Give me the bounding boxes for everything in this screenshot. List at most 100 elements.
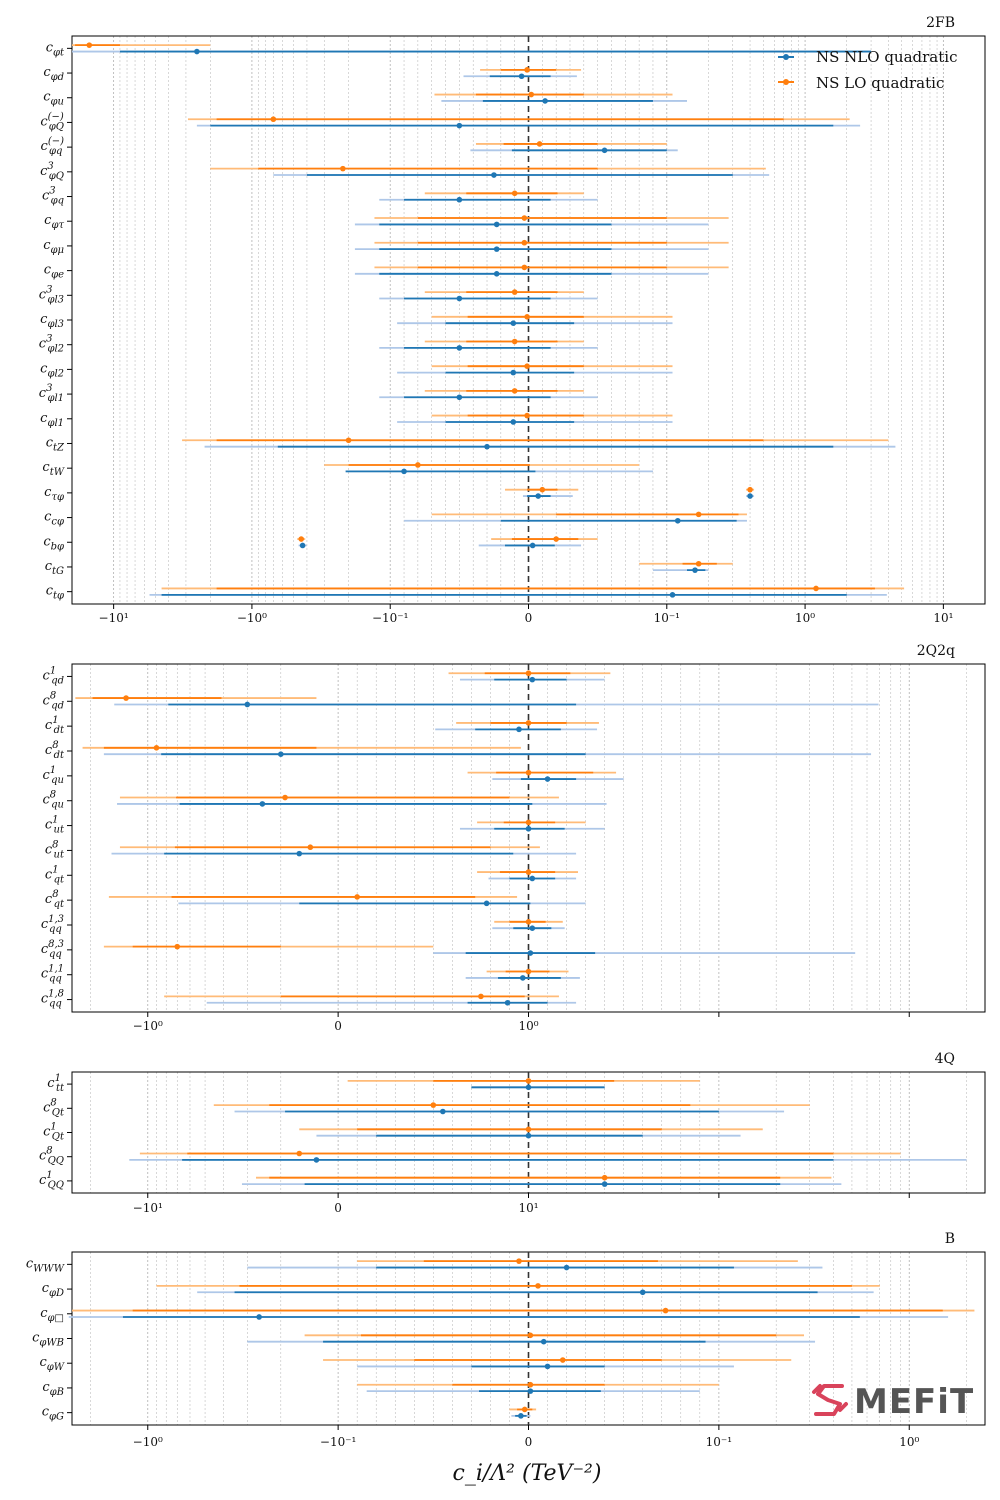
y-tick-label: cφu [43,90,64,108]
nlo-central-point [525,825,532,832]
coefficient-row: c1 qd [43,665,611,686]
x-tick-label: 10⁰ [795,611,815,625]
smefit-logo: MEFiT [812,1382,974,1422]
lo-central-point [430,1102,437,1108]
coefficient-row: c1 QQ [39,1170,842,1191]
y-tick-label: cφe [44,263,64,281]
legend-entry-nlo: NS NLO quadratic [778,48,957,66]
nlo-central-point [527,1388,534,1394]
panel-2q2q: 2Q2q −10⁰ 0 10⁰ c1 qd c8 qd c1 dt c8 dt c1 qu c8 qu c1 ut… [41,643,986,1033]
lo-central-point [662,1307,669,1314]
lo-central-point [525,1126,532,1133]
nlo-central-point [525,1084,532,1091]
lo-central-point [695,511,702,518]
y-tick-label: c8 qd [43,690,64,711]
coefficient-row: c1 qt [45,864,578,885]
nlo-central-point [563,1264,570,1271]
coefficient-row: c8 QQ [39,1146,967,1167]
lo-central-point [695,560,702,567]
lo-central-point [521,215,528,221]
coefficient-row: c8 dt [45,740,872,761]
nlo-central-point [529,542,536,549]
lo-central-point [536,141,543,147]
nlo-central-point [516,726,522,733]
coefficient-row: cφu [43,90,687,108]
y-tick-label: cφB [42,1380,64,1398]
y-tick-label: c8,3 qq [41,939,64,960]
y-tick-label: c1 dt [45,715,65,736]
lo-central-point [525,869,532,875]
nlo-central-point [194,48,200,55]
coefficient-row: cφt [46,40,872,58]
lo-central-point [511,388,518,394]
coefficient-row: c1,1 qq [41,964,580,985]
lo-central-point [539,486,546,493]
panel-2fb: 2FB −10¹ −10⁰ −10⁻¹ 0 10⁻¹ 10⁰ 10¹ cφt cφd cφu c(−)… [39,15,986,625]
nlo-central-point [491,172,497,178]
nlo-central-point [527,950,534,956]
lo-central-point [525,769,532,776]
coefficient-row: cτφ [44,485,579,503]
lo-central-point [525,819,532,826]
nlo-central-point [519,975,526,981]
x-tick-label: −10⁻¹ [372,611,408,625]
coefficient-row: cbφ [43,534,598,552]
y-tick-label: cφτ [44,213,64,231]
lo-central-point [524,67,530,73]
coefficient-row: c8 qd [43,690,879,711]
grid-lines [71,36,986,604]
nlo-extra-point [299,542,306,549]
coefficient-row: c1 Qt [43,1122,763,1143]
y-tick-label: c8 dt [45,740,65,761]
nlo-central-point [401,468,407,475]
x-tick-label: 10¹ [518,1201,538,1215]
coefficient-row: cφD [42,1281,880,1299]
y-tick-label: c3 φQ [40,161,64,182]
coefficient-row: ccφ [44,510,747,528]
coefficient-row: ctZ [46,435,896,453]
smefit-logo-text: MEFiT [854,1382,974,1422]
coefficient-row: cφe [44,263,729,281]
legend-entry-lo: NS LO quadratic [778,74,944,92]
lo-central-point [153,745,160,751]
y-tick-label: cbφ [43,534,64,552]
lo-central-point [282,794,288,801]
lo-central-point [123,695,129,701]
lo-central-point [270,116,277,123]
legend: NS NLO quadratic NS LO quadratic [778,48,957,92]
panel-title: 2Q2q [917,643,955,659]
lo-central-point [415,462,421,468]
y-tick-label: cτφ [44,485,64,503]
y-tick-label: cφWB [32,1331,64,1349]
lo-central-point [535,1283,541,1289]
lo-central-point [525,968,532,975]
coefficient-row: c3 φl2 [39,334,598,355]
x-tick-label: −10⁰ [237,611,267,625]
x-tick-label: 0 [525,611,533,625]
nlo-central-point [529,676,536,683]
y-tick-label: c1 qu [43,765,65,786]
coefficient-row: cφl2 [40,361,673,379]
grid-lines [90,1072,967,1193]
y-tick-label: c1 qt [45,864,65,885]
x-tick-label: −10⁻¹ [320,1435,356,1449]
coefficient-row: c1 qu [43,765,624,786]
legend-label-nlo: NS NLO quadratic [816,48,957,66]
y-tick-label: c3 φl1 [39,383,64,404]
lo-central-point [524,314,530,320]
lo-central-point [559,1357,566,1363]
y-tick-label: ctG [45,559,64,577]
y-tick-label: c8 qu [43,790,65,811]
lo-central-point [528,91,535,98]
nlo-central-point [313,1157,320,1163]
coefficient-row: c8 qu [43,790,607,811]
nlo-central-point [278,751,284,757]
y-tick-label: cφW [39,1355,64,1373]
grid-lines [90,1252,967,1425]
coefficient-row: cφl3 [40,312,673,330]
coefficient-row: ctG [45,559,733,577]
coefficient-row: cφW [39,1355,792,1373]
x-tick-label: 10⁰ [518,1019,538,1033]
coefficient-row: c3 φq [42,186,598,207]
nlo-central-point [510,320,517,327]
